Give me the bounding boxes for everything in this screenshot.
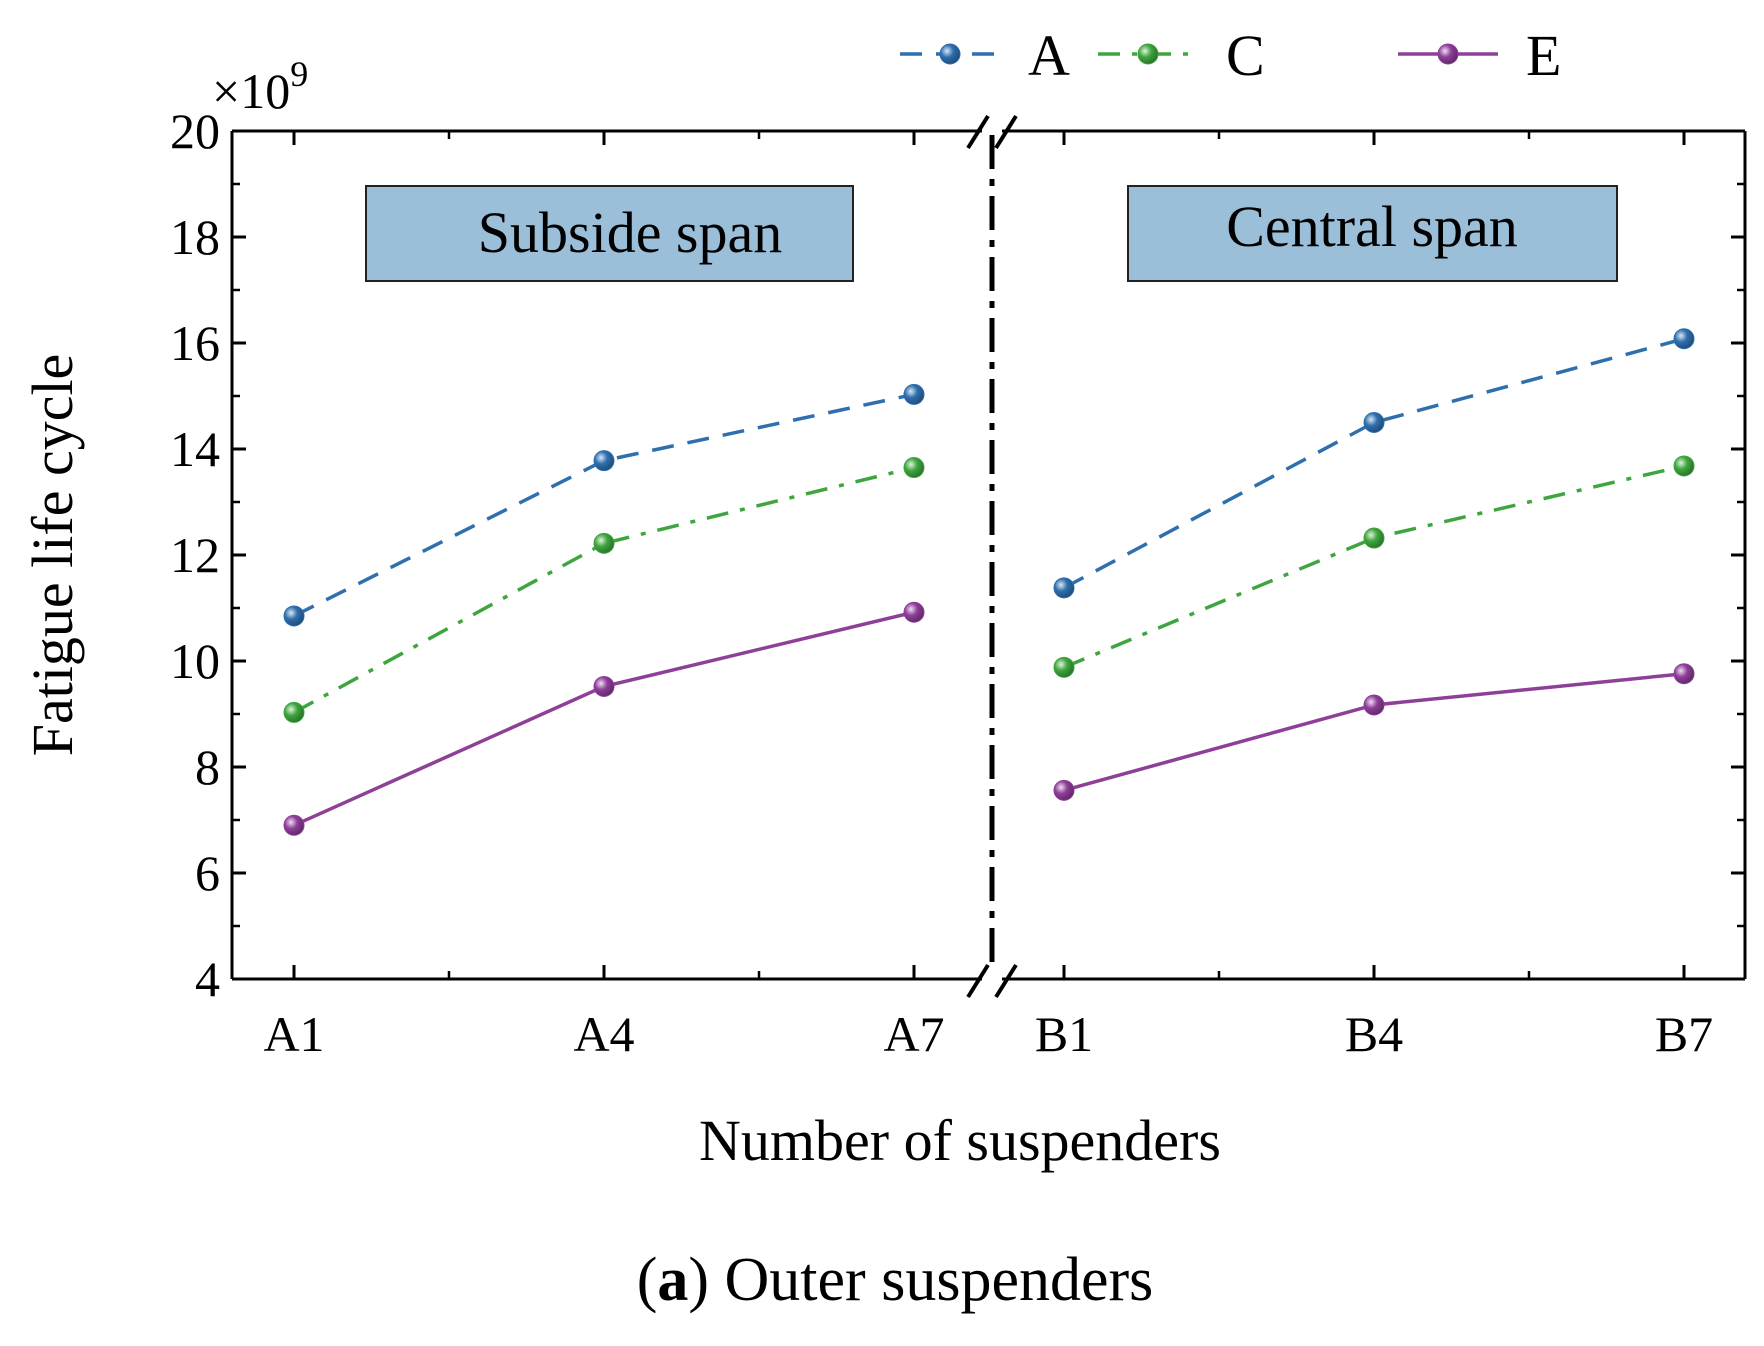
axis-break-bottom (966, 963, 1018, 999)
y-tick-label: 4 (195, 951, 220, 1007)
panel-box-central (1127, 185, 1618, 282)
data-point-A (1053, 577, 1075, 599)
y-tick-label: 18 (170, 209, 220, 265)
data-point-A (283, 605, 305, 627)
legend-label-A: A (1028, 23, 1070, 88)
x-tick-label: B4 (1345, 1006, 1403, 1062)
data-point-A (903, 383, 925, 405)
panel-label-subside: Subside span (478, 200, 783, 265)
x-tick-label: A7 (883, 1006, 944, 1062)
series-line-E (293, 610, 915, 827)
data-point-C (903, 457, 925, 479)
y-axis: 4 6 8 10 12 14 16 18 20 (170, 103, 1745, 1007)
x-tick-label: A1 (263, 1006, 324, 1062)
series-line-A (1063, 337, 1685, 590)
x-tick-label: B1 (1035, 1006, 1093, 1062)
x-tick-label: B7 (1655, 1006, 1713, 1062)
axis-break-top (966, 114, 1018, 150)
y-tick-label: 14 (170, 421, 220, 477)
data-point-E (1673, 663, 1695, 685)
legend-label-C: C (1226, 23, 1265, 88)
y-tick-label: 12 (170, 527, 220, 583)
figure-caption: (a) Outer suspenders (637, 1246, 1154, 1314)
data-point-E (283, 814, 305, 836)
series-line-A (293, 392, 915, 618)
y-tick-label: 16 (170, 315, 220, 371)
y-axis-title: Fatigue life cycle (20, 354, 85, 757)
y-tick-label: 6 (195, 845, 220, 901)
legend-marker-C (1137, 43, 1159, 65)
series-layer (283, 328, 1695, 836)
legend-label-E: E (1526, 23, 1561, 88)
y-tick-label: 8 (195, 739, 220, 795)
series-line-C (1063, 464, 1685, 669)
y-tick-label: 10 (170, 633, 220, 689)
x-tick-label: A4 (573, 1006, 634, 1062)
y-tick-label: 20 (170, 103, 220, 159)
data-point-A (593, 450, 615, 472)
data-point-E (593, 675, 615, 697)
series-line-E (1063, 671, 1685, 793)
data-point-A (1673, 328, 1695, 350)
data-point-C (1053, 656, 1075, 678)
legend-marker-A (939, 43, 961, 65)
x-axis: A1 A4 A7 B1 B4 B7 (263, 131, 1713, 1062)
series-line-C (293, 465, 915, 714)
data-point-C (1363, 527, 1385, 549)
legend-marker-E (1437, 43, 1459, 65)
x-axis-title: Number of suspenders (699, 1108, 1221, 1173)
data-point-A (1363, 412, 1385, 433)
data-point-C (283, 701, 305, 723)
data-point-C (1673, 455, 1695, 477)
data-point-E (903, 601, 925, 623)
data-point-E (1053, 779, 1075, 801)
panel-label-central: Central span (1226, 194, 1518, 259)
data-point-E (1363, 694, 1385, 716)
y-multiplier: ×109 (212, 54, 308, 119)
panel-box-subside (365, 185, 854, 282)
data-point-C (593, 532, 615, 554)
